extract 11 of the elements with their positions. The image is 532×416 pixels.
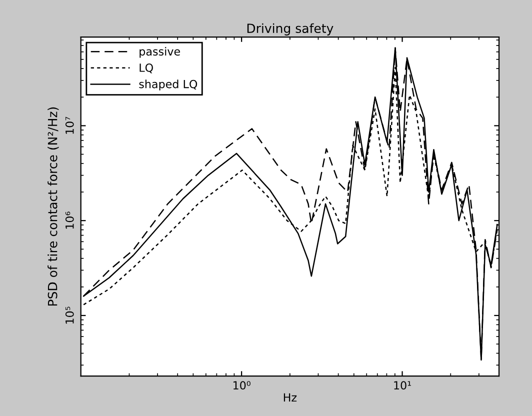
legend-label: LQ	[140, 64, 153, 74]
legend-label: passive	[140, 47, 180, 58]
chart-title: Driving safety	[247, 23, 334, 36]
y-axis-title: PSD of tire contact force (N²/Hz)	[48, 107, 59, 306]
x-tick-label: 10⁰	[233, 381, 250, 390]
x-axis-title: Hz	[284, 393, 297, 402]
y-tick-label: 10⁵	[65, 306, 74, 324]
y-tick-label: 10⁷	[65, 116, 74, 134]
x-tick-label: 10¹	[394, 381, 411, 390]
y-tick-label: 10⁶	[65, 212, 74, 229]
legend-label: shaped LQ	[139, 80, 198, 90]
